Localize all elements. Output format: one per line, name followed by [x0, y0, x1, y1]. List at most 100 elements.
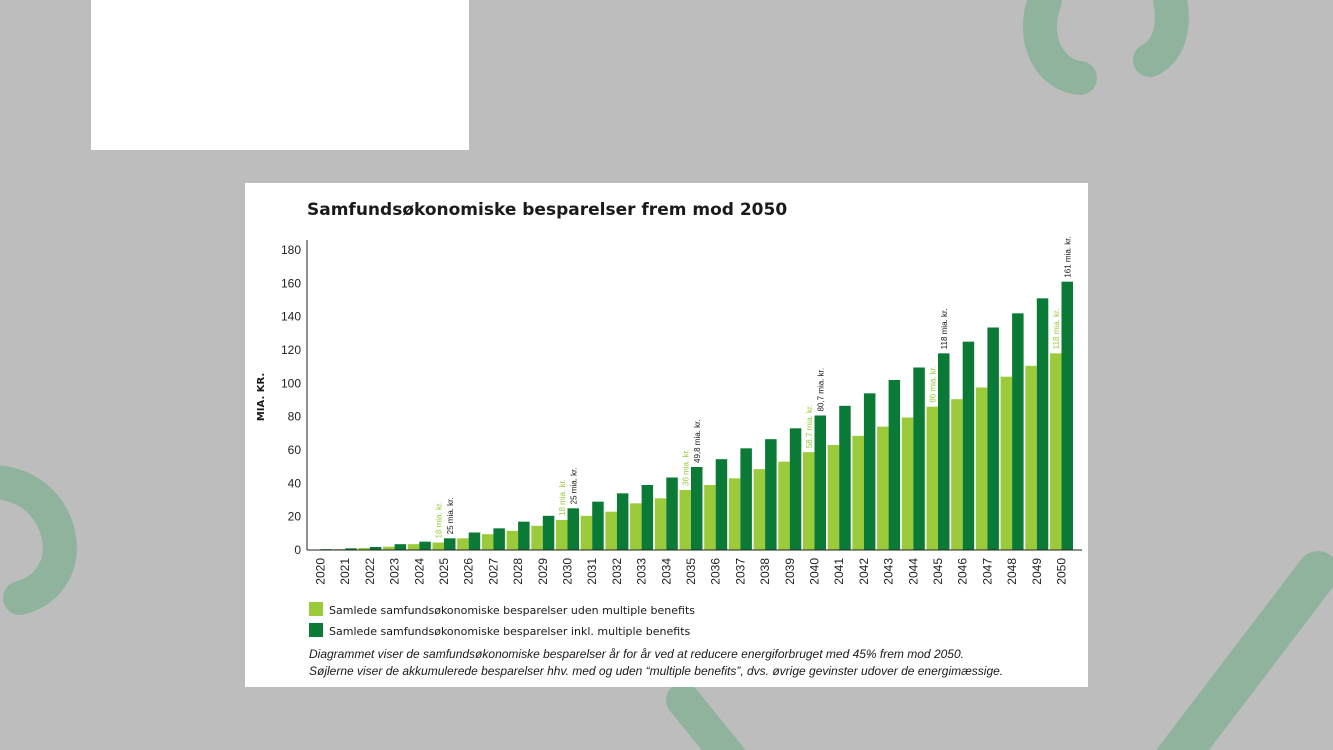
y-tick-label: 40: [288, 476, 302, 490]
data-label: 58,7 mia. kr.: [805, 405, 814, 449]
bar-without-benefits: [926, 406, 938, 550]
bar-with-benefits: [938, 353, 950, 550]
bar-without-benefits: [778, 461, 790, 550]
bar-with-benefits: [987, 327, 999, 550]
x-tick-label: 2022: [363, 558, 377, 585]
bar-without-benefits: [556, 520, 568, 550]
chart-card: Samfundsøkonomiske besparelser frem mod …: [245, 183, 1088, 687]
bar-with-benefits: [888, 380, 901, 550]
x-tick-label: 2039: [783, 558, 797, 585]
data-label: 18 mia. kr.: [434, 502, 443, 539]
bar-without-benefits: [951, 399, 963, 550]
bar-without-benefits: [901, 417, 914, 550]
x-tick-label: 2028: [511, 558, 525, 585]
bar-with-benefits: [913, 367, 925, 550]
bar-without-benefits: [1050, 353, 1062, 550]
x-tick-label: 2024: [412, 558, 426, 585]
bar-without-benefits: [803, 452, 815, 550]
x-tick-label: 2044: [906, 558, 920, 585]
bar-with-benefits: [789, 428, 802, 550]
data-label: 118 mia. kr.: [940, 309, 949, 350]
bar-with-benefits: [468, 532, 481, 550]
x-tick-label: 2045: [931, 558, 945, 585]
bar-with-benefits: [740, 448, 752, 550]
decorative-arc-top-right: [1023, 0, 1189, 95]
caption-line-2: Søjlerne viser de akkumulerede besparels…: [309, 664, 1003, 678]
bar-without-benefits: [506, 530, 519, 550]
data-label: 118 mia. kr.: [1052, 309, 1061, 350]
bar-with-benefits: [666, 477, 678, 550]
x-tick-label: 2040: [808, 558, 822, 585]
bar-with-benefits: [345, 548, 357, 550]
chart-title: Samfundsøkonomiske besparelser frem mod …: [307, 200, 787, 220]
x-tick-label: 2021: [338, 558, 352, 585]
y-tick-label: 60: [288, 443, 302, 457]
data-label: 49,8 mia. kr.: [693, 419, 702, 463]
caption-line-1: Diagrammet viser de samfundsøkonomiske b…: [309, 647, 964, 661]
x-tick-label: 2032: [610, 558, 624, 585]
x-tick-label: 2030: [561, 558, 575, 585]
bar-without-benefits: [457, 538, 469, 550]
data-label: 25 mia. kr.: [446, 497, 455, 534]
x-tick-label: 2035: [684, 558, 698, 585]
bar-without-benefits: [852, 435, 864, 550]
x-tick-label: 2050: [1055, 558, 1069, 585]
bar-without-benefits: [580, 515, 593, 550]
decorative-stroke-bottom-center: [666, 683, 746, 750]
legend-label-dark: Samlede samfundsøkonomiske besparelser i…: [329, 625, 691, 638]
bar-chart: Samfundsøkonomiske besparelser frem mod …: [256, 200, 1082, 678]
bar-with-benefits: [493, 528, 505, 550]
bar-with-benefits: [691, 467, 703, 550]
bar-without-benefits: [975, 387, 988, 550]
x-tick-label: 2029: [536, 558, 550, 585]
x-tick-label: 2048: [1005, 558, 1019, 585]
bar-with-benefits: [394, 544, 407, 550]
data-label: 25 mia. kr.: [569, 467, 578, 504]
bar-without-benefits: [358, 548, 370, 550]
bar-with-benefits: [715, 459, 728, 550]
x-tick-label: 2038: [758, 558, 772, 585]
x-tick-label: 2027: [486, 558, 500, 585]
legend-label-light: Samlede samfundsøkonomiske besparelser u…: [329, 604, 695, 617]
bar-without-benefits: [383, 546, 395, 550]
bar-with-benefits: [814, 415, 826, 550]
data-label: 161 mia. kr.: [1063, 236, 1072, 277]
bar-without-benefits: [827, 445, 840, 550]
bar-without-benefits: [753, 469, 766, 550]
bar-with-benefits: [567, 508, 579, 550]
bar-with-benefits: [962, 341, 975, 550]
bar-without-benefits: [432, 542, 444, 550]
bar-with-benefits: [765, 439, 777, 550]
x-axis-ticks: 2020 2021 2022 2023 2024 2025 2026 2027 2028 2029…: [314, 558, 1069, 585]
x-tick-label: 2020: [314, 558, 328, 585]
bar-without-benefits: [877, 426, 889, 550]
bar-with-benefits: [1036, 298, 1049, 550]
bar-with-benefits: [1012, 313, 1024, 550]
bar-with-benefits: [641, 485, 654, 550]
data-label: 36 mia. kr.: [681, 449, 690, 486]
x-tick-label: 2043: [882, 558, 896, 585]
bar-with-benefits: [542, 515, 555, 550]
x-tick-label: 2026: [462, 558, 476, 585]
bar-without-benefits: [531, 525, 543, 550]
bar-with-benefits: [369, 547, 382, 550]
y-axis-ticks: 0 20 40 60 80 100 120 140 160 180: [281, 243, 301, 557]
bar-with-benefits: [518, 521, 530, 550]
bar-with-benefits: [863, 393, 876, 550]
bar-without-benefits: [407, 544, 420, 550]
y-tick-label: 120: [281, 343, 301, 357]
decorative-arc-left: [0, 465, 77, 615]
bar-without-benefits: [630, 503, 642, 550]
y-tick-label: 20: [288, 510, 302, 524]
x-tick-label: 2036: [709, 558, 723, 585]
x-tick-label: 2046: [956, 558, 970, 585]
y-tick-label: 100: [281, 376, 301, 390]
bar-without-benefits: [704, 485, 716, 550]
y-tick-label: 180: [281, 243, 301, 257]
bar-without-benefits: [605, 511, 617, 550]
legend-swatch-light: [309, 602, 323, 616]
bar-without-benefits: [654, 498, 667, 550]
data-label: 80,7 mia. kr.: [816, 368, 825, 412]
bar-with-benefits: [444, 538, 456, 550]
